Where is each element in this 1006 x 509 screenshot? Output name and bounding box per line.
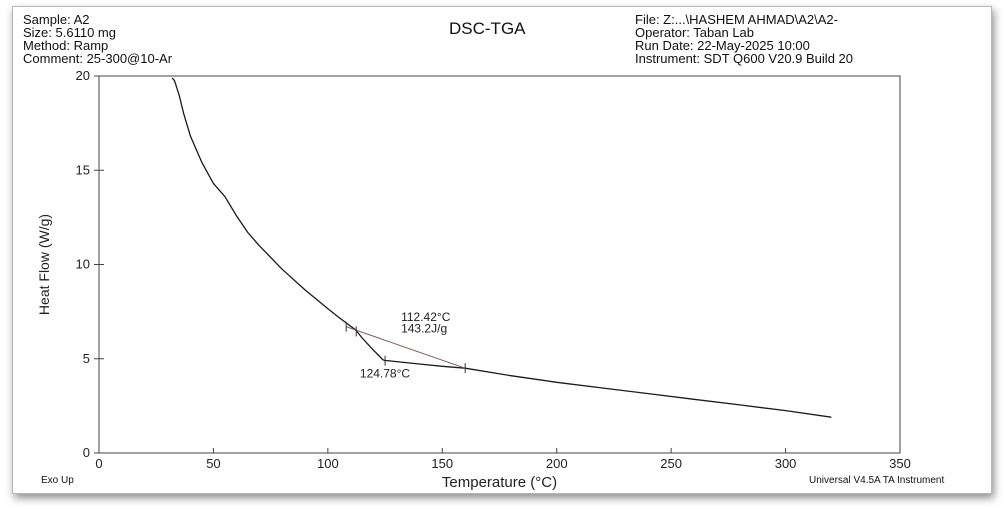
x-tick-label: 250 xyxy=(660,456,682,471)
x-tick-label: 100 xyxy=(317,456,339,471)
x-tick-label: 150 xyxy=(431,456,453,471)
header-size: Size: 5.6110 mg xyxy=(23,25,116,40)
x-tick-label: 350 xyxy=(889,456,911,471)
software-label: Universal V4.5A TA Instrument xyxy=(809,475,945,486)
annotation-label: 112.42°C xyxy=(401,310,451,324)
header-comment: Comment: 25-300@10-Ar xyxy=(23,51,173,66)
header-sample: Sample: A2 xyxy=(23,12,90,27)
x-axis-label: Temperature (°C) xyxy=(442,474,557,491)
y-tick-label: 10 xyxy=(76,257,90,272)
y-tick-label: 0 xyxy=(83,445,90,460)
annotation-label: 124.78°C xyxy=(360,367,411,381)
plot-area xyxy=(98,75,901,454)
exo-up-label: Exo Up xyxy=(41,475,74,486)
peak-baseline xyxy=(346,326,466,369)
x-tick-label: 0 xyxy=(95,456,102,471)
x-tick-label: 50 xyxy=(206,456,220,471)
heat-flow-line xyxy=(171,77,832,418)
y-tick-label: 20 xyxy=(76,68,90,83)
x-tick-label: 200 xyxy=(546,456,568,471)
dsc-chart: 0 50 100 150 200 250 300 350 0 5 10 15 20 Temperature… xyxy=(36,68,911,491)
chart-title: DSC-TGA xyxy=(449,19,526,38)
annotation-label: 143.2J/g xyxy=(401,321,447,335)
chart-frame: Sample: A2 Size: 5.6110 mg Method: Ramp … xyxy=(12,6,992,494)
header-instrument: Instrument: SDT Q600 V20.9 Build 20 xyxy=(635,51,853,66)
y-axis-label: Heat Flow (W/g) xyxy=(36,214,52,315)
header-file: File: Z:...\HASHEM AHMAD\A2\A2- xyxy=(635,12,838,27)
header-run-date: Run Date: 22-May-2025 10:00 xyxy=(635,38,810,53)
y-tick-label: 15 xyxy=(76,162,90,177)
header-method: Method: Ramp xyxy=(23,38,109,53)
x-tick-label: 300 xyxy=(775,456,797,471)
header-operator: Operator: Taban Lab xyxy=(635,25,755,40)
y-tick-label: 5 xyxy=(83,351,90,366)
